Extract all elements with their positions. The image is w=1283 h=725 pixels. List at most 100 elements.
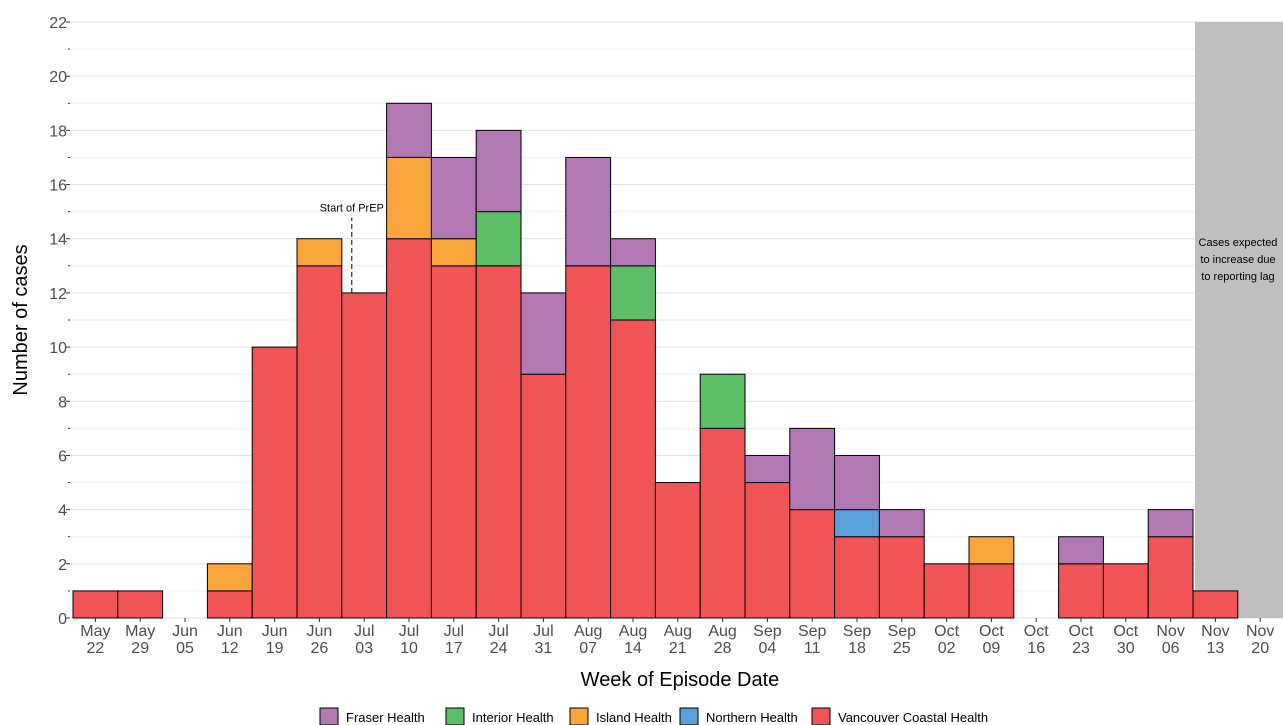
bar-segment [386,238,432,619]
bar-segment [610,319,656,619]
x-tick-label-month: Sep [888,623,917,640]
x-tick-label-day: 10 [400,640,418,657]
x-tick-label-month: Jul [354,623,374,640]
x-tick-label-month: Sep [798,623,827,640]
x-tick-label-day: 12 [221,640,239,657]
bar-segment [789,509,836,619]
prep-label: Start of PrEP [320,203,384,215]
prep-annotation: Start of PrEP [320,203,384,293]
x-tick-label-month: May [125,623,155,640]
y-tick-label: 10 [49,340,67,357]
x-tick-label-month: Nov [1201,623,1229,640]
x-tick-label-month: Aug [664,623,692,640]
bar-segment [1147,536,1194,619]
bar-segment [968,536,1015,565]
x-tick-label-day: 22 [87,640,105,657]
x-tick-label-day: 11 [804,640,821,657]
bar-segment [1058,536,1104,565]
x-tick-label-day: 09 [983,640,1001,657]
legend-swatch [445,707,465,725]
x-tick-label-month: Oct [934,623,959,640]
x-tick-label-day: 17 [445,640,463,657]
bar-segment [699,427,746,619]
x-tick-label-day: 30 [1117,640,1135,657]
x-axis-title: Week of Episode Date [581,669,780,691]
x-tick-label-day: 24 [490,640,508,657]
y-tick-label: 22 [49,15,67,32]
y-tick-label: 4 [58,503,67,520]
y-tick-label: 18 [49,123,67,140]
bar-segment [520,373,567,619]
y-tick-label: 16 [49,178,67,195]
x-tick-label-month: Oct [979,623,1004,640]
x-tick-label-month: Jun [307,623,333,640]
y-tick-label: 0 [58,611,67,628]
x-tick-label-day: 20 [1251,640,1269,657]
bar-segment [834,536,880,619]
bar-segment [117,590,164,619]
bar-segment [565,156,612,267]
x-tick-label-month: Oct [1024,623,1049,640]
legend-label: Interior Health [472,710,554,725]
x-tick-label-day: 13 [1207,640,1225,657]
bar-segment [1147,509,1194,538]
y-tick-label: 8 [58,394,67,411]
legend-swatch [569,707,589,725]
x-tick-label-day: 21 [669,640,687,657]
bar-segment [430,265,477,619]
x-tick-label-month: Jul [399,623,419,640]
y-axis-title: Number of cases [10,244,32,395]
bar-segment [296,238,343,267]
x-tick-label-day: 18 [848,640,866,657]
bar-segment [968,563,1015,619]
bar-segment [610,238,656,267]
x-tick-label-day: 07 [579,640,597,657]
x-tick-label-month: Jun [262,623,288,640]
bar-segment [1192,590,1239,619]
x-tick-label-month: May [80,623,110,640]
x-tick-label-day: 19 [266,640,284,657]
y-tick-label: 2 [58,557,67,574]
x-tick-label-month: Sep [843,623,872,640]
x-tick-label-day: 26 [311,640,329,657]
bar-segment [430,238,477,267]
x-tick-label-day: 23 [1072,640,1090,657]
bar-segment [251,346,298,619]
x-tick-label-day: 04 [759,640,777,657]
x-tick-label-month: Aug [574,623,602,640]
lag-label-line: to increase due [1200,254,1275,266]
legend-label: Vancouver Coastal Health [838,710,988,725]
bar-segment [923,563,970,619]
bar-segment [744,482,791,619]
x-tick-label-day: 25 [893,640,911,657]
bar-segment [72,590,119,619]
bar-segment [610,265,656,321]
bar-segment [206,563,253,592]
x-tick-label-month: Jul [444,623,464,640]
x-axis-ticks: May22May29Jun05Jun12Jun19Jun26Jul03Jul10… [80,618,1274,657]
bar-segment [878,509,925,538]
legend-swatch [319,707,339,725]
x-tick-label-day: 02 [938,640,956,657]
legend-swatch [679,707,699,725]
bar-segment [430,156,477,240]
x-tick-label-day: 06 [1162,640,1180,657]
legend: Fraser Health Interior Health Island Healt… [319,707,988,725]
x-tick-label-month: Jun [172,623,198,640]
x-tick-label-day: 28 [714,640,732,657]
x-tick-label-month: Aug [708,623,736,640]
bar-segment [878,536,925,619]
lag-label-line: Cases expected [1199,237,1278,249]
bar-segment [475,129,522,213]
bar-segment [1102,563,1149,619]
bar-segment [834,454,880,511]
x-tick-label-day: 31 [535,640,553,657]
x-tick-label-month: Aug [619,623,647,640]
x-tick-label-day: 05 [176,640,194,657]
bar-segment [789,427,836,511]
bar-segment [699,373,746,429]
legend-label: Island Health [596,710,672,725]
bar-segment [1058,563,1104,619]
bar-segment [475,265,522,619]
